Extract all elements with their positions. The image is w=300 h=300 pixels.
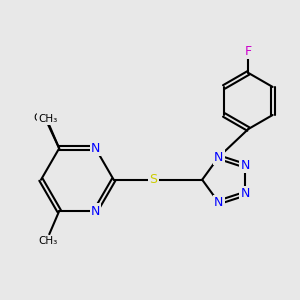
Text: CH₃: CH₃	[38, 114, 57, 124]
Text: CH₃: CH₃	[33, 112, 52, 123]
Text: CH₃: CH₃	[38, 236, 57, 246]
Text: N: N	[214, 151, 223, 164]
Text: N: N	[214, 196, 223, 209]
Text: N: N	[91, 142, 100, 155]
Text: N: N	[241, 159, 250, 172]
Text: N: N	[241, 187, 250, 200]
Text: N: N	[91, 205, 100, 218]
Text: F: F	[245, 45, 252, 58]
Text: S: S	[149, 173, 157, 186]
